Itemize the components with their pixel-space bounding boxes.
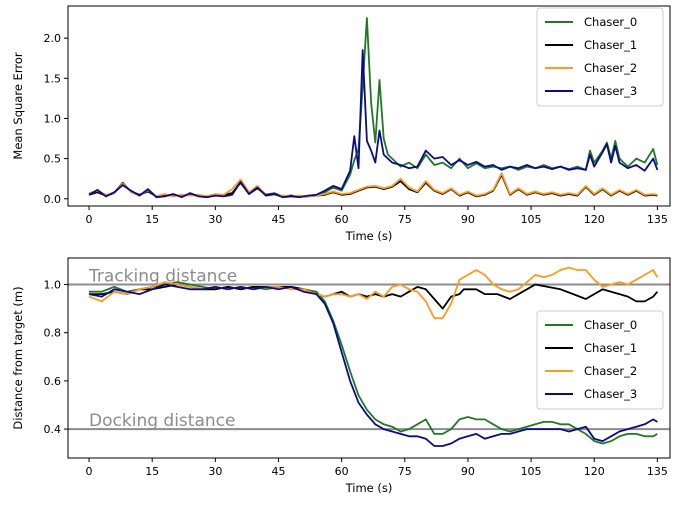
dist-chart: Tracking distance Docking distance 0 15 30 45… <box>11 257 671 495</box>
legend-label-chaser_2: Chaser_2 <box>584 61 637 75</box>
x-axis-label: Time (s) <box>345 229 393 243</box>
x-tick-label: 105 <box>521 213 542 226</box>
x-tick-label: 15 <box>145 213 159 226</box>
legend-label-chaser_2: Chaser_2 <box>584 364 637 378</box>
x-tick-label: 30 <box>208 465 222 478</box>
series-line-chaser_3 <box>88 283 658 447</box>
y-tick-label: 0.4 <box>44 423 62 436</box>
y-tick-label: 0.0 <box>44 193 62 206</box>
reference-label-0: Tracking distance <box>88 267 237 287</box>
y-tick-label: 1.0 <box>44 112 62 125</box>
y-tick-label: 0.5 <box>44 153 62 166</box>
y-tick-label: 1.5 <box>44 72 62 85</box>
x-tick-label: 90 <box>461 465 475 478</box>
series-line-chaser_3 <box>88 49 659 199</box>
x-tick-label: 45 <box>271 465 285 478</box>
x-tick-label: 0 <box>86 465 93 478</box>
legend-label-chaser_1: Chaser_1 <box>584 38 637 52</box>
x-tick-label: 135 <box>647 213 668 226</box>
x-tick-label: 120 <box>584 465 605 478</box>
legend-box <box>536 7 664 107</box>
x-tick-label: 135 <box>647 465 668 478</box>
y-axis-label: Mean Square Error <box>11 52 25 159</box>
y-tick-label: 2.0 <box>44 32 62 45</box>
x-tick-label: 30 <box>208 213 222 226</box>
legend-label-chaser_1: Chaser_1 <box>584 341 637 355</box>
x-tick-label: 120 <box>584 213 605 226</box>
x-tick-label: 75 <box>398 213 412 226</box>
mse-chart: 0 15 30 45 60 75 90 105 120 135 0.0 0.5 1.0 1.5 2.0 Tim… <box>11 5 671 243</box>
y-tick-label: 0.8 <box>44 327 62 340</box>
x-tick-label: 105 <box>521 465 542 478</box>
y-axis-label: Distance from target (m) <box>11 286 25 429</box>
plot-frame <box>67 5 671 207</box>
y-tick-label: 0.6 <box>44 375 62 388</box>
x-tick-label: 60 <box>335 213 349 226</box>
x-tick-label: 0 <box>86 213 93 226</box>
legend-label-chaser_0: Chaser_0 <box>584 15 637 29</box>
legend: Chaser_0 Chaser_1 Chaser_2 Chaser_3 <box>536 310 664 410</box>
x-axis-label: Time (s) <box>345 481 393 495</box>
x-tick-label: 90 <box>461 213 475 226</box>
legend-label-chaser_0: Chaser_0 <box>584 318 637 332</box>
x-tick-label: 45 <box>271 213 285 226</box>
y-tick-label: 1.0 <box>44 279 62 292</box>
reference-label-1: Docking distance <box>89 411 235 431</box>
legend-label-chaser_3: Chaser_3 <box>584 84 637 98</box>
series-line-chaser_2 <box>88 172 658 198</box>
legend-box <box>536 310 664 410</box>
legend-label-chaser_3: Chaser_3 <box>584 387 637 401</box>
series-line-chaser_1 <box>89 283 659 310</box>
legend: Chaser_0 Chaser_1 Chaser_2 Chaser_3 <box>536 7 664 107</box>
x-tick-label: 60 <box>335 465 349 478</box>
x-tick-label: 15 <box>145 465 159 478</box>
plot-frame <box>67 257 671 459</box>
x-tick-label: 75 <box>398 465 412 478</box>
